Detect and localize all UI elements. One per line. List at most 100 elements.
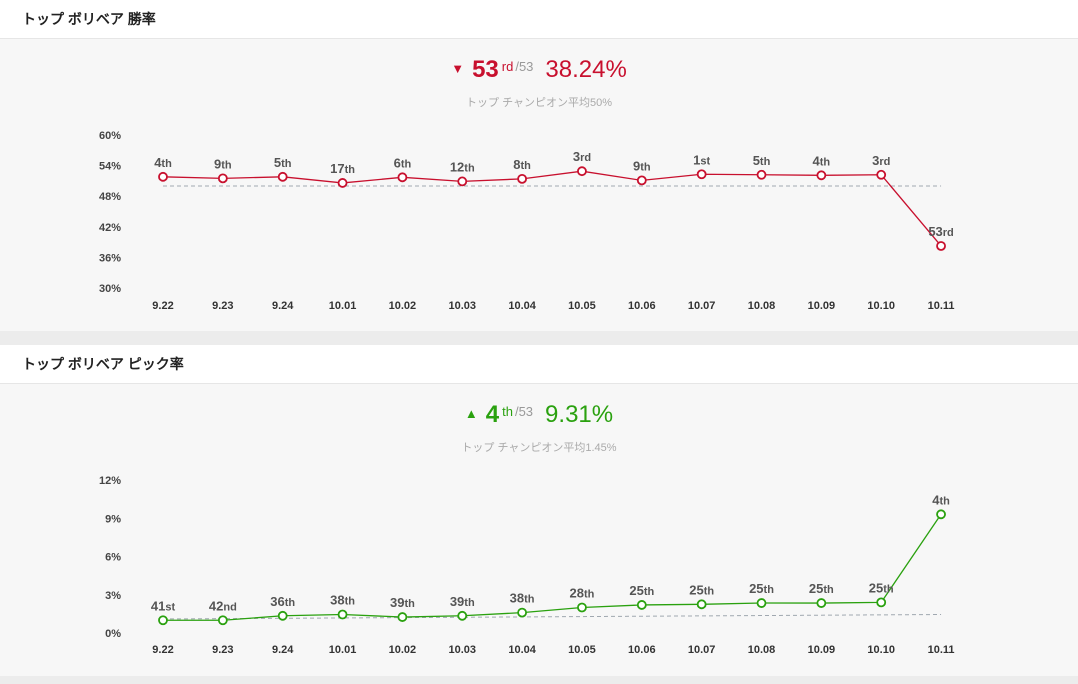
- x-tick-label: 10.02: [389, 644, 417, 656]
- data-point: [696, 599, 707, 610]
- x-tick-label: 10.04: [508, 300, 536, 312]
- pick-rate-rank: 4: [485, 401, 500, 428]
- y-tick-label: 54%: [99, 161, 121, 173]
- rank-label: 38th: [330, 593, 355, 608]
- y-tick-label: 42%: [99, 222, 121, 234]
- rank-label: 6th: [394, 155, 412, 170]
- rank-down-icon: ▼: [451, 61, 465, 76]
- rank-label: 25th: [869, 580, 894, 595]
- x-tick-label: 10.09: [808, 644, 836, 656]
- win-rate-chart: 60% 54% 48% 42% 36% 30% 9.22 9.23 9.24 10.01 10.02…: [99, 130, 955, 312]
- data-point: [577, 602, 587, 613]
- rank-label: 17th: [330, 161, 355, 176]
- data-point: [217, 615, 228, 626]
- data-point: [457, 610, 468, 621]
- data-point: [158, 171, 168, 182]
- data-point: [158, 615, 168, 626]
- x-tick-label: 10.10: [867, 644, 895, 656]
- rank-label: 25th: [809, 581, 834, 596]
- x-tick-label: 10.08: [748, 300, 776, 312]
- data-point: [876, 597, 887, 608]
- y-tick-label: 3%: [105, 590, 121, 602]
- pick-rate-rank-suffix: th: [502, 404, 513, 419]
- x-tick-label: 10.07: [688, 644, 716, 656]
- data-point: [277, 171, 288, 182]
- x-tick-label: 10.11: [928, 300, 955, 312]
- rank-label: 4th: [932, 492, 950, 507]
- data-point: [337, 178, 348, 188]
- average-line: [162, 614, 942, 620]
- win-rate-average-note: トップ チャンピオン平均50%: [466, 97, 612, 109]
- data-point: [636, 175, 647, 186]
- pick-rate-average-note: トップ チャンピオン平均1.45%: [461, 442, 617, 454]
- x-tick-label: 10.04: [508, 644, 536, 656]
- data-point: [816, 170, 827, 181]
- x-tick-label: 9.24: [272, 300, 294, 312]
- rank-label: 25th: [749, 581, 774, 596]
- win-rate-rank: 53: [472, 56, 499, 83]
- rank-label: 4th: [813, 153, 831, 168]
- x-tick-label: 10.10: [867, 300, 895, 312]
- rank-label: 3rd: [573, 149, 591, 164]
- x-tick-label: 9.23: [212, 644, 233, 656]
- series-line: [163, 513, 942, 621]
- pick-rate-title: トップ ボリベア ピック率: [0, 345, 1078, 384]
- y-tick-label: 0%: [105, 628, 121, 640]
- rank-label: 39th: [390, 595, 415, 610]
- data-point: [217, 173, 228, 184]
- x-tick-label: 10.01: [329, 300, 357, 312]
- rank-label: 41st: [151, 598, 176, 613]
- x-tick-label: 10.03: [448, 644, 476, 656]
- x-tick-label: 10.07: [688, 300, 716, 312]
- rank-label: 4th: [154, 155, 172, 170]
- x-tick-label: 10.03: [448, 300, 476, 312]
- y-tick-label: 30%: [99, 283, 121, 295]
- win-rate-rank-suffix: rd: [501, 59, 514, 74]
- data-point: [816, 598, 827, 608]
- y-tick-label: 60%: [99, 130, 121, 142]
- rank-label: 12th: [450, 159, 475, 174]
- data-point: [337, 609, 348, 620]
- win-rate-rank-total: /53: [515, 59, 534, 74]
- x-tick-label: 9.24: [272, 644, 294, 656]
- pick-rate-value: 9.31%: [545, 401, 614, 428]
- data-point: [517, 173, 527, 184]
- y-tick-label: 48%: [99, 191, 121, 203]
- rank-label: 5th: [274, 155, 292, 170]
- data-point: [696, 169, 707, 180]
- y-tick-label: 36%: [99, 252, 121, 264]
- data-point: [277, 610, 288, 621]
- data-point: [936, 241, 946, 251]
- y-tick-label: 6%: [105, 552, 121, 564]
- x-tick-label: 10.05: [568, 644, 596, 656]
- win-rate-title: トップ ボリベア 勝率: [0, 0, 1078, 39]
- pick-rate-rank-total: /53: [514, 404, 534, 419]
- x-tick-label: 10.06: [628, 300, 656, 312]
- x-tick-label: 10.11: [928, 644, 955, 656]
- rank-label: 28th: [570, 586, 595, 601]
- data-point: [936, 509, 946, 520]
- x-tick-label: 9.23: [212, 300, 233, 312]
- x-tick-label: 10.02: [389, 300, 417, 312]
- rank-label: 25th: [689, 582, 714, 597]
- x-tick-label: 10.01: [329, 644, 357, 656]
- rank-label: 25th: [629, 583, 654, 598]
- data-point: [517, 607, 527, 618]
- x-tick-label: 10.09: [808, 300, 836, 312]
- x-tick-label: 10.05: [568, 300, 596, 312]
- rank-label: 42nd: [209, 598, 237, 613]
- pick-rate-chart: 12% 9% 6% 3% 0% 9.22 9.23 9.24 10.01 10.02 10.03 10…: [99, 475, 955, 656]
- x-tick-label: 9.22: [152, 644, 173, 656]
- rank-label: 8th: [513, 157, 531, 172]
- series-line: [162, 170, 942, 247]
- rank-label: 38th: [510, 591, 535, 606]
- rank-label: 53rd: [928, 224, 953, 239]
- rank-label: 3rd: [872, 153, 890, 168]
- rank-label: 9th: [214, 156, 232, 171]
- data-point: [876, 169, 887, 180]
